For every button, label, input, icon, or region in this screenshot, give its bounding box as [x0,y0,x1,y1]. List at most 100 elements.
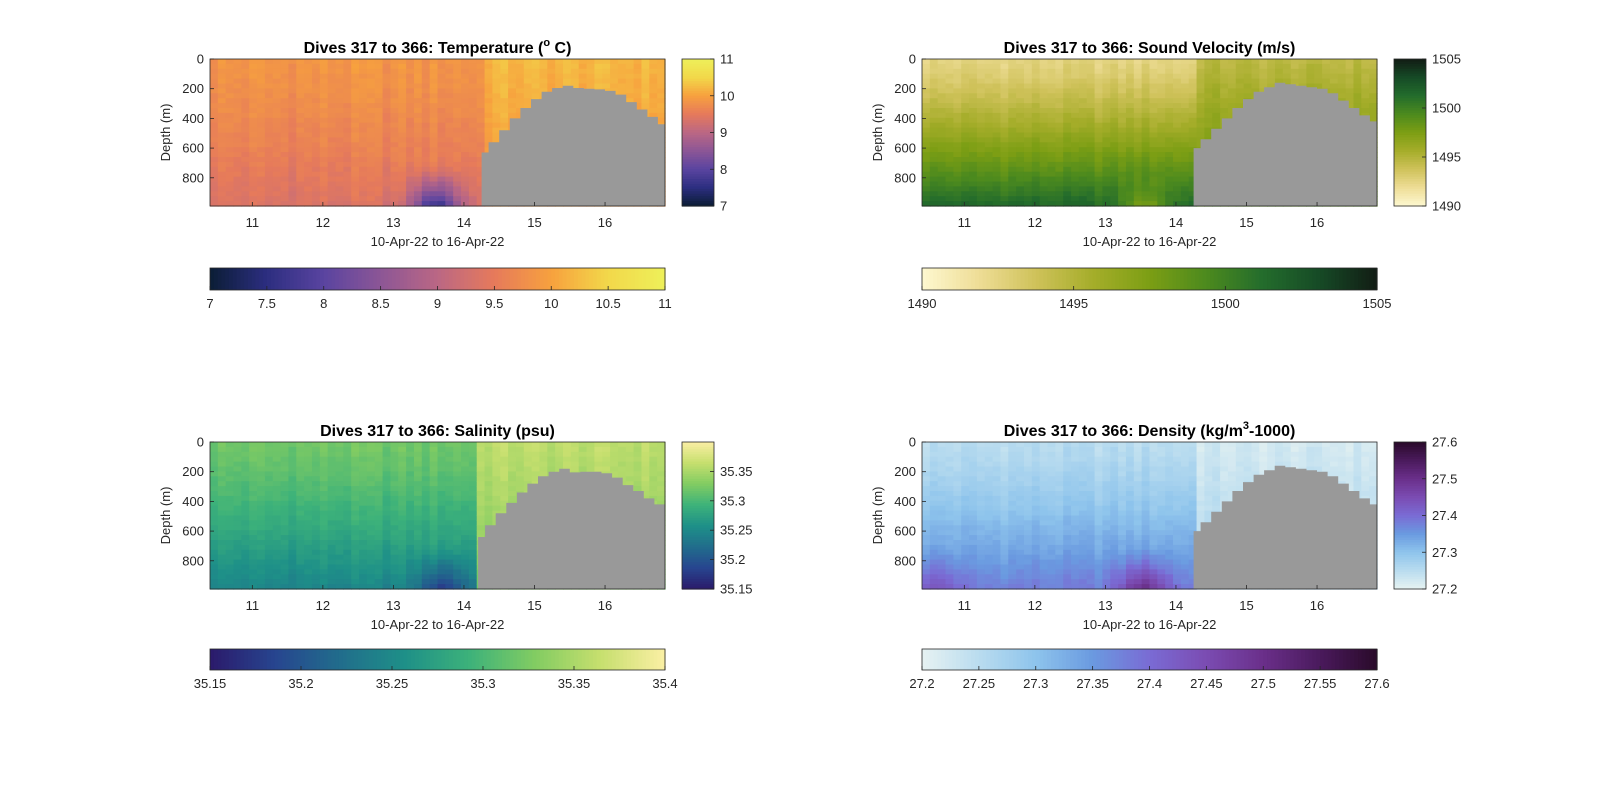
heatmap-cell [1032,167,1040,173]
heatmap-cell [461,157,469,163]
heatmap-cell [1322,84,1330,90]
heatmap-cell [226,108,234,114]
heatmap-cell [273,98,281,104]
heatmap-cell [218,496,226,502]
heatmap-cell [445,491,453,497]
heatmap-cell [218,133,226,139]
heatmap-cell [265,476,273,482]
heatmap-cell [226,574,234,580]
heatmap-cell [477,108,485,114]
heatmap-cell [210,172,218,178]
heatmap-cell [241,133,249,139]
heatmap-cell [485,93,493,99]
heatmap-cell [296,506,304,512]
heatmap-cell [422,152,430,158]
heatmap-cell [461,574,469,580]
heatmap-cell [304,186,312,192]
heatmap-cell [210,186,218,192]
heatmap-cell [461,93,469,99]
heatmap-cell [1110,186,1118,192]
heatmap-cell [296,457,304,463]
heatmap-cell [946,152,954,158]
heatmap-cell [485,496,493,502]
heatmap-cell [273,74,281,80]
heatmap-cell [390,501,398,507]
heatmap-cell [257,113,265,119]
heatmap-cell [328,123,336,129]
heatmap-cell [265,501,273,507]
heatmap-cell [343,579,351,585]
heatmap-cell [234,476,242,482]
heatmap-cell [336,545,344,551]
heatmap-cell [273,516,281,522]
heatmap-cell [477,530,485,536]
heatmap-cell [477,79,485,85]
heatmap-cell [961,93,969,99]
heatmap-cell [359,186,367,192]
heatmap-cell [312,142,320,148]
heatmap-cell [1118,162,1126,168]
heatmap-cell [414,196,422,202]
heatmap-cell [461,525,469,531]
heatmap-cell [218,457,226,463]
heatmap-cell [1181,93,1189,99]
heatmap-cell [328,447,336,453]
heatmap-cell [610,79,618,85]
heatmap-cell [226,535,234,541]
heatmap-cell [406,565,414,571]
heatmap-cell [273,550,281,556]
heatmap-cell [1008,103,1016,109]
heatmap-cell [1000,98,1008,104]
heatmap-cell [1063,84,1071,90]
heatmap-cell [453,64,461,70]
heatmap-cell [961,177,969,183]
heatmap-cell [265,69,273,75]
heatmap-cell [328,84,336,90]
heatmap-cell [351,530,359,536]
heatmap-cell [657,74,665,80]
heatmap-cell [1095,162,1103,168]
heatmap-cell [265,123,273,129]
heatmap-cell [367,133,375,139]
heatmap-cell [218,137,226,143]
heatmap-cell [1055,64,1063,70]
heatmap-cell [993,182,1001,188]
heatmap-cell [938,196,946,202]
heatmap-cell [398,506,406,512]
heatmap-cell [234,447,242,453]
heatmap-cell [1102,98,1110,104]
heatmap-cell [1220,84,1228,90]
heatmap-cell [375,471,383,477]
heatmap-cell [422,540,430,546]
heatmap-cell [492,496,500,502]
heatmap-cell [265,550,273,556]
heatmap-cell [375,516,383,522]
heatmap-cell [492,98,500,104]
heatmap-cell [383,447,391,453]
heatmap-cell [1189,103,1197,109]
heatmap-cell [1040,84,1048,90]
heatmap-cell [226,84,234,90]
heatmap-cell [375,64,383,70]
heatmap-cell [422,133,430,139]
heatmap-cell [304,520,312,526]
heatmap-cell [922,186,930,192]
heatmap-cell [547,64,555,70]
heatmap-cell [1244,84,1252,90]
heatmap-cell [265,579,273,585]
heatmap-cell [312,530,320,536]
heatmap-cell [492,491,500,497]
heatmap-cell [367,123,375,129]
heatmap-cell [218,79,226,85]
heatmap-cell [1369,64,1377,70]
heatmap-cell [265,133,273,139]
heatmap-cell [430,177,438,183]
heatmap-cell [281,535,289,541]
heatmap-cell [430,186,438,192]
heatmap-cell [492,88,500,94]
heatmap-cell [210,462,218,468]
heatmap-cell [1118,191,1126,197]
heatmap-cell [922,167,930,173]
heatmap-cell [273,157,281,163]
heatmap-cell [359,569,367,575]
